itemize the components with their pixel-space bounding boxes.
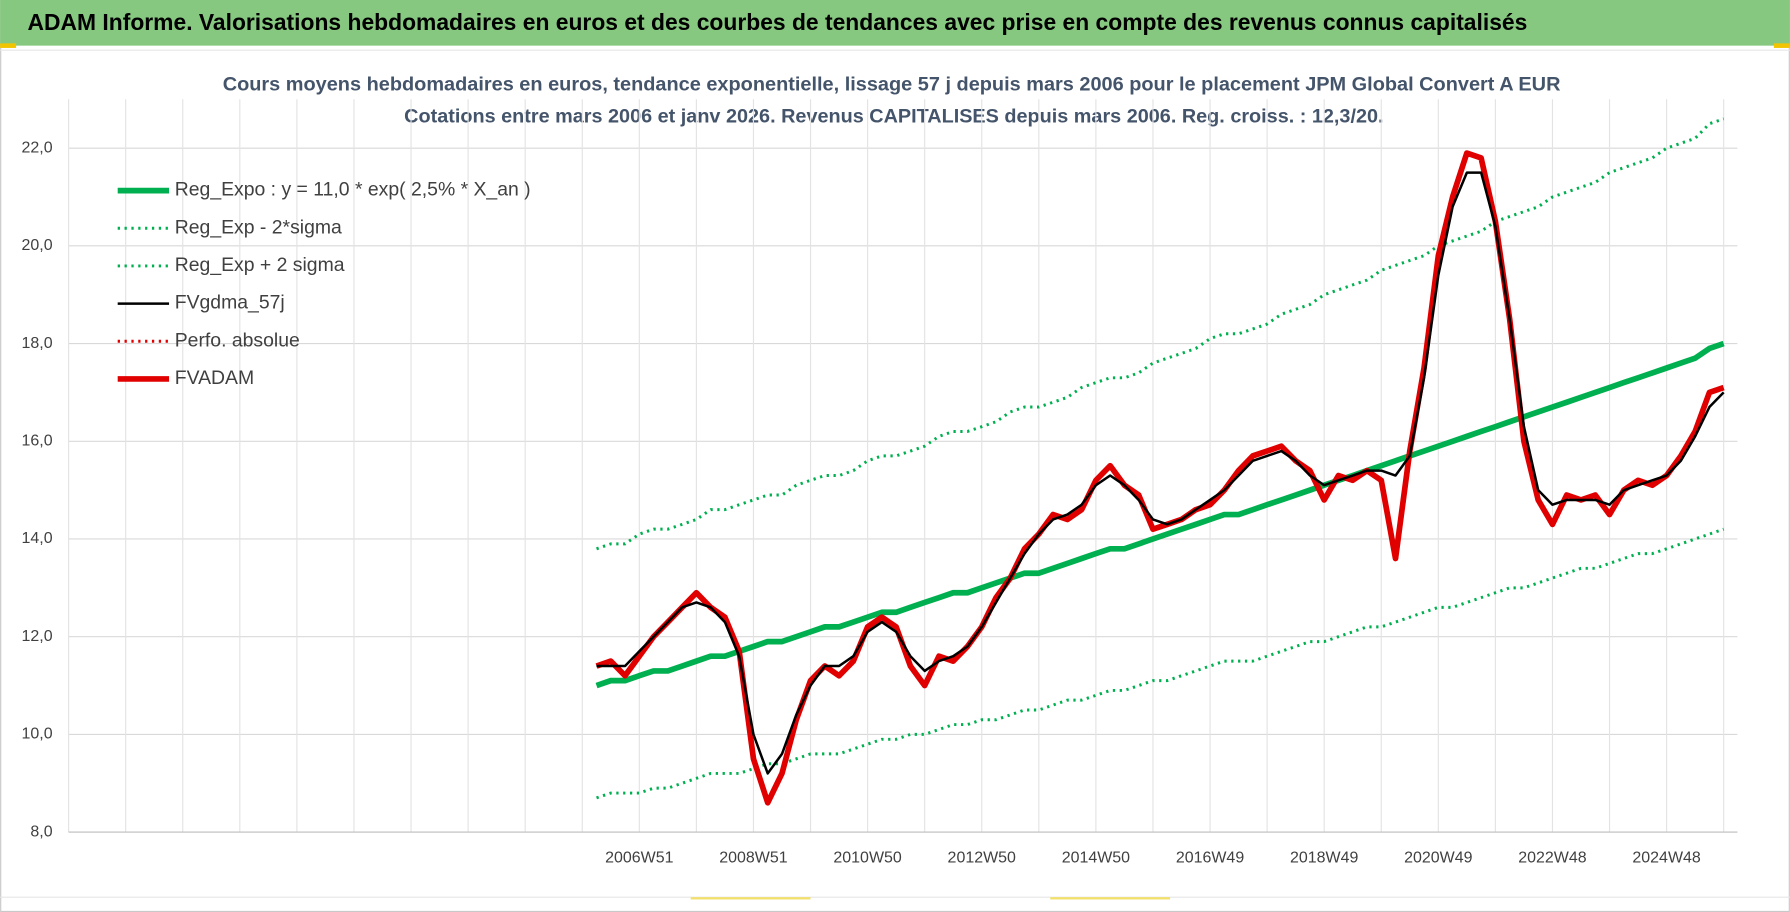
y-tick-label: 18,0	[22, 335, 53, 352]
corner-mark	[0, 43, 17, 48]
footer-mark	[690, 897, 811, 900]
legend-label: FVADAM	[175, 367, 254, 389]
plot	[595, 117, 1725, 806]
chart-title: Cours moyens hebdomadaires en euros, ten…	[223, 74, 1561, 96]
header-title: ADAM Informe. Valorisations hebdomadaire…	[28, 9, 1528, 35]
y-tick-label: 20,0	[22, 237, 53, 254]
x-tick-label: 2024W48	[1632, 850, 1700, 867]
chart-subtitle: Cotations entre mars 2006 et janv 2026. …	[404, 106, 1383, 128]
y-tick-label: 14,0	[22, 530, 53, 547]
series-line	[596, 171, 1725, 775]
y-tick-label: 12,0	[22, 628, 53, 645]
x-tick-label: 2008W51	[719, 850, 787, 867]
y-tick-label: 10,0	[22, 726, 53, 743]
legend-label: Reg_Exp - 2*sigma	[175, 216, 342, 238]
legend-label: Perfo. absolue	[175, 329, 300, 351]
series-line	[596, 117, 1725, 551]
x-tick-label: 2022W48	[1518, 850, 1586, 867]
series-line	[595, 150, 1725, 806]
header-bar	[0, 0, 1790, 46]
legend-label: Reg_Expo : y = 11,0 * exp( 2,5% * X_an )	[175, 179, 531, 201]
x-tick-label: 2014W50	[1062, 850, 1130, 867]
legend-label: Reg_Exp + 2 sigma	[175, 254, 345, 276]
x-tick-label: 2018W49	[1290, 850, 1358, 867]
series-line	[595, 340, 1725, 689]
x-tick-label: 2010W50	[833, 850, 901, 867]
y-tick-label: 8,0	[30, 823, 52, 840]
x-tick-label: 2006W51	[605, 850, 673, 867]
x-tick-label: 2016W49	[1176, 850, 1244, 867]
x-tick-label: 2012W50	[948, 850, 1016, 867]
footer-mark	[1050, 897, 1171, 900]
y-tick-label: 22,0	[22, 139, 53, 156]
legend-label: FVgdma_57j	[175, 292, 285, 314]
corner-mark	[1773, 43, 1790, 48]
legend: Reg_Expo : y = 11,0 * exp( 2,5% * X_an )…	[117, 179, 531, 389]
y-tick-label: 16,0	[22, 432, 53, 449]
x-tick-label: 2020W49	[1404, 850, 1472, 867]
grid: 8,0 10,0 12,0 14,0 16,0 18,0 20,0 22,0 2006W51 20…	[22, 99, 1738, 867]
